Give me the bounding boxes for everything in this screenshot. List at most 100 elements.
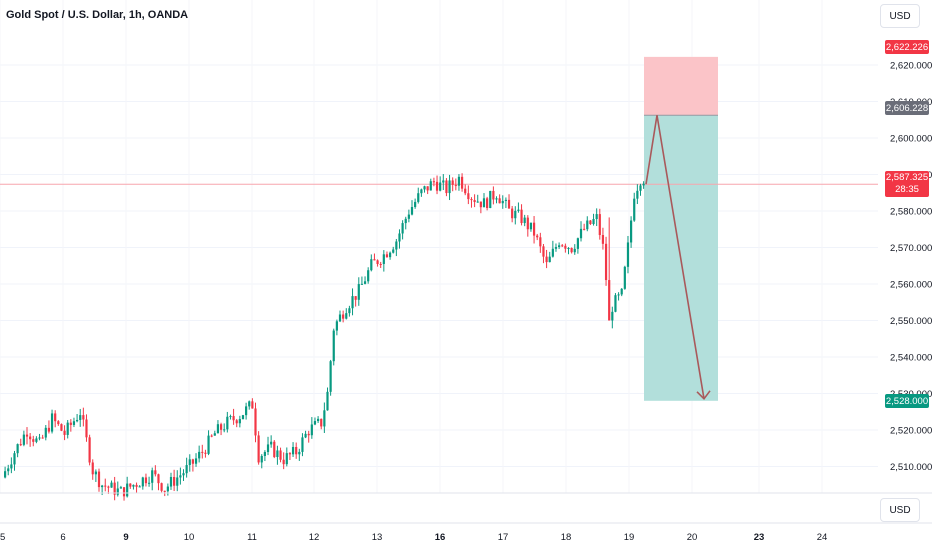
candle-body: [7, 468, 10, 472]
candle-body: [176, 477, 179, 486]
price-tick-label: 2,510.000: [890, 462, 932, 473]
candle-body: [410, 207, 414, 215]
candle-body: [536, 235, 539, 238]
candle-body: [101, 485, 104, 488]
candle-body: [432, 181, 436, 183]
candle-body: [16, 444, 19, 454]
candle-body: [57, 421, 60, 425]
candle-body: [604, 243, 608, 281]
price-tick-label: 2,560.000: [890, 280, 932, 291]
price-tick-label: 2,620.000: [890, 61, 932, 72]
candle-body: [94, 471, 97, 475]
candle-body: [501, 200, 504, 204]
candle-body: [254, 408, 257, 436]
candle-body: [147, 482, 151, 484]
candle-body: [10, 464, 13, 469]
candle-body: [285, 453, 288, 465]
candle-body: [545, 256, 548, 263]
candle-body: [589, 220, 592, 225]
candle-body: [22, 434, 25, 445]
candle-body: [122, 487, 126, 497]
candle-body: [219, 424, 223, 430]
candle-body: [423, 186, 426, 190]
time-tick-label: 12: [309, 532, 320, 543]
stop-loss-zone[interactable]: [644, 56, 718, 116]
time-tick-label: 19: [624, 532, 635, 543]
candle-body: [79, 415, 82, 420]
candle-body: [288, 453, 292, 455]
candle-body: [482, 198, 486, 208]
candle-body: [226, 416, 229, 430]
candle-body: [270, 441, 273, 445]
candle-body: [304, 433, 307, 438]
candle-body: [329, 361, 332, 392]
candle-body: [66, 422, 69, 435]
candle-body: [404, 218, 407, 224]
candle-body: [182, 473, 185, 476]
candle-body: [207, 435, 210, 454]
candle-body: [119, 487, 123, 489]
candle-body: [104, 485, 107, 487]
candle-body: [157, 474, 160, 484]
candle-body: [498, 198, 501, 204]
position-zones[interactable]: [644, 56, 718, 401]
price-axis[interactable]: 2,510.0002,520.0002,530.0002,540.0002,55…: [890, 61, 932, 474]
candle-body: [511, 208, 514, 219]
candle-body: [132, 484, 135, 487]
stop-loss-price-tag: 2,622.226: [885, 40, 929, 54]
candle-body: [44, 427, 47, 438]
candle-body: [245, 406, 248, 416]
arrow-head: [696, 390, 711, 401]
candle-body: [608, 280, 611, 321]
candle-body: [260, 455, 263, 463]
candle-body: [229, 416, 232, 418]
candle-body: [611, 311, 614, 321]
candle-body: [179, 475, 182, 478]
candle-body: [348, 308, 351, 314]
candle-body: [460, 176, 464, 189]
candle-body: [558, 245, 561, 248]
chart-title: Gold Spot / U.S. Dollar, 1h, OANDA: [6, 9, 189, 21]
candle-body: [191, 459, 194, 464]
candle-body: [642, 183, 645, 186]
currency-button-top[interactable]: USD: [880, 4, 920, 28]
candle-body: [82, 415, 85, 420]
candle-body: [97, 471, 101, 488]
time-tick-label: 10: [184, 532, 195, 543]
candle-body: [50, 413, 54, 432]
candle-body: [539, 237, 542, 247]
candle-body: [110, 482, 113, 488]
candle-body: [542, 246, 545, 257]
candle-body: [564, 245, 567, 249]
candle-body: [116, 488, 119, 495]
candle-body: [263, 452, 266, 456]
candle-body: [439, 182, 442, 191]
time-tick-label: 17: [498, 532, 509, 543]
candle-body: [376, 260, 379, 264]
candle-body: [435, 181, 439, 191]
candle-body: [467, 193, 470, 200]
candle-body: [529, 222, 533, 230]
candle-body: [307, 433, 310, 436]
price-tick-label: 2,520.000: [890, 426, 932, 437]
candle-body: [373, 259, 376, 261]
candle-body: [392, 249, 395, 253]
candle-body: [367, 270, 370, 282]
price-tick-label: 2,570.000: [890, 243, 932, 254]
candle-body: [151, 470, 154, 483]
candle-body: [185, 465, 188, 474]
candle-body: [526, 217, 529, 230]
time-axis[interactable]: 5 6 9 10 11 12 13 16 17 18 19 20 23 24: [0, 532, 827, 543]
currency-button-bottom[interactable]: USD: [880, 498, 920, 522]
last-price-tag: 2,587.325 28:35: [885, 171, 929, 197]
candle-body: [492, 190, 495, 200]
candle-body: [163, 490, 166, 492]
candle-body: [507, 199, 511, 209]
candle-body: [38, 437, 41, 439]
candle-body: [85, 419, 88, 438]
candle-body: [60, 424, 63, 431]
candle-body: [479, 201, 482, 208]
candle-body: [188, 459, 191, 466]
candle-body: [573, 248, 576, 253]
